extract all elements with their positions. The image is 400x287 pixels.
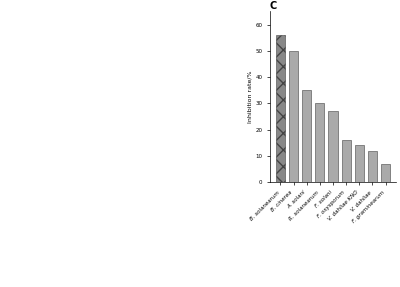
Bar — [315, 103, 324, 182]
Bar — [276, 35, 285, 182]
Text: C: C — [270, 1, 277, 11]
Bar — [368, 151, 377, 182]
Bar — [342, 140, 351, 182]
Bar — [381, 164, 390, 182]
Bar — [289, 51, 298, 182]
Y-axis label: Inhibition rate/%: Inhibition rate/% — [248, 71, 252, 123]
Bar — [355, 146, 364, 182]
Bar — [302, 90, 311, 182]
Bar — [328, 111, 338, 182]
